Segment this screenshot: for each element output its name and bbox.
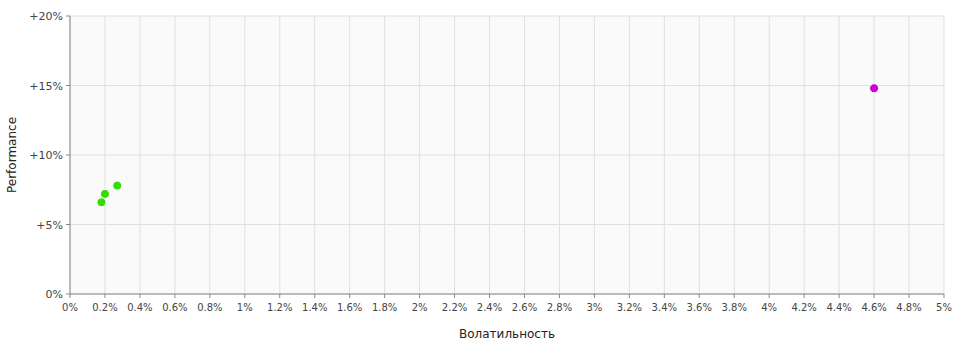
point [113, 181, 122, 190]
y-tick [66, 85, 70, 86]
x-tick-label: 0.6% [162, 302, 187, 313]
point [97, 198, 106, 207]
x-tick [174, 294, 175, 298]
plot-area [70, 16, 944, 294]
x-tick-label: 3.6% [687, 302, 712, 313]
x-tick [349, 294, 350, 298]
y-axis-title: Performance [5, 117, 19, 193]
x-tick-label: 0.8% [197, 302, 222, 313]
x-tick [70, 294, 71, 298]
x-tick [139, 294, 140, 298]
x-tick [524, 294, 525, 298]
x-tick-label: 5% [936, 302, 952, 313]
x-tick-label: 3% [586, 302, 602, 313]
x-tick-label: 1% [237, 302, 253, 313]
point [100, 189, 109, 198]
chart: 0% 0.2% 0.4% 0.6% 0.8% 1% 1.2% 1.4% 1.6% 1.8% 2% 2.… [0, 0, 966, 350]
x-grid-line [70, 16, 71, 294]
x-tick [734, 294, 735, 298]
y-tick-label: +20% [29, 10, 63, 23]
x-tick-label: 2% [412, 302, 428, 313]
x-tick-label: 1.4% [302, 302, 327, 313]
x-tick [104, 294, 105, 298]
y-tick [66, 224, 70, 225]
x-tick-label: 1.8% [372, 302, 397, 313]
x-tick-label: 0.4% [127, 302, 152, 313]
x-tick [804, 294, 805, 298]
y-grid-line [70, 85, 944, 86]
x-tick [629, 294, 630, 298]
x-tick [244, 294, 245, 298]
x-tick-label: 2.2% [442, 302, 467, 313]
y-axis-line [70, 16, 71, 294]
x-tick-label: 3.8% [722, 302, 747, 313]
x-tick-label: 0% [62, 302, 78, 313]
y-tick [66, 294, 70, 295]
y-grid-line [70, 155, 944, 156]
x-tick [454, 294, 455, 298]
y-tick-label: +10% [29, 149, 63, 162]
y-tick-label: +15% [29, 80, 63, 93]
x-tick-label: 4.8% [896, 302, 921, 313]
x-tick-label: 3.4% [652, 302, 677, 313]
y-tick [66, 16, 70, 17]
x-tick-label: 1.6% [337, 302, 362, 313]
x-tick-label: 2.8% [547, 302, 572, 313]
x-axis-title: Волатильность [459, 327, 555, 341]
y-tick-label: +5% [36, 219, 63, 232]
x-tick [874, 294, 875, 298]
point [870, 84, 879, 93]
x-tick [594, 294, 595, 298]
x-tick-label: 4.6% [861, 302, 886, 313]
y-grid-line [70, 224, 944, 225]
x-tick-label: 0.2% [92, 302, 117, 313]
x-tick [419, 294, 420, 298]
x-tick [314, 294, 315, 298]
series [870, 84, 879, 93]
x-tick [559, 294, 560, 298]
x-axis-line [70, 294, 944, 295]
x-tick [944, 294, 945, 298]
x-tick-label: 3.2% [617, 302, 642, 313]
x-tick [489, 294, 490, 298]
x-tick-label: 4.4% [826, 302, 851, 313]
x-tick-label: 2.6% [512, 302, 537, 313]
x-tick-label: 4% [761, 302, 777, 313]
x-tick-label: 4.2% [791, 302, 816, 313]
x-tick [839, 294, 840, 298]
x-tick-label: 2.4% [477, 302, 502, 313]
x-tick [909, 294, 910, 298]
x-tick [209, 294, 210, 298]
axes: 0% 0.2% 0.4% 0.6% 0.8% 1% 1.2% 1.4% 1.6% 1.8% 2% 2.… [29, 10, 952, 313]
x-tick [699, 294, 700, 298]
x-tick-label: 1.2% [267, 302, 292, 313]
x-tick [664, 294, 665, 298]
series [97, 181, 122, 207]
y-tick [66, 155, 70, 156]
grid [70, 16, 944, 294]
x-tick [279, 294, 280, 298]
marks [97, 84, 879, 207]
x-tick [769, 294, 770, 298]
y-tick-label: 0% [46, 288, 63, 301]
y-grid-line [70, 294, 944, 295]
y-grid-line [70, 16, 944, 17]
x-tick [384, 294, 385, 298]
